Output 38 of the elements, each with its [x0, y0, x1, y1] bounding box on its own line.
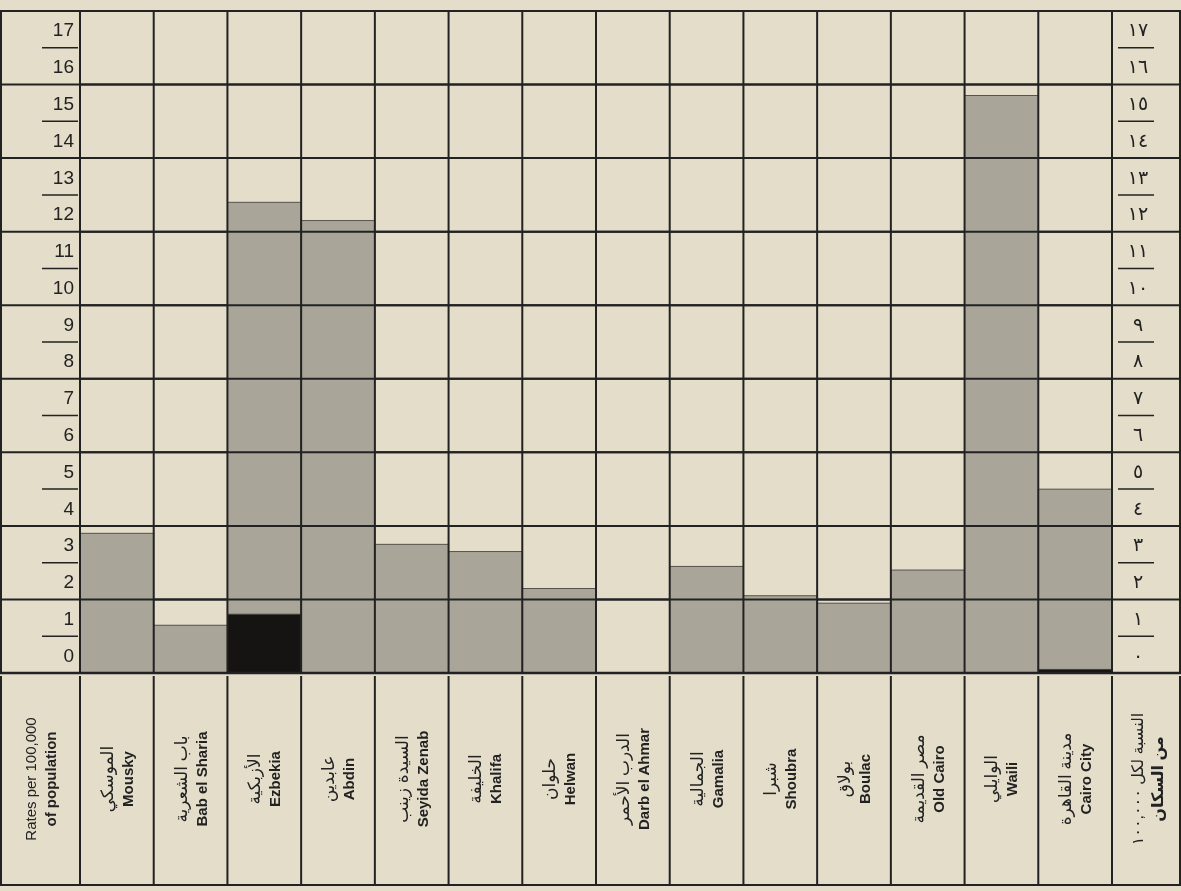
y2-tick-label: ١٢ [1127, 203, 1149, 225]
y-tick-label: 8 [63, 350, 74, 372]
y2-tick-label: ٨ [1132, 350, 1144, 372]
y2-tick-label: ٤ [1132, 497, 1144, 519]
y-tick-label: 17 [52, 19, 74, 41]
y2-tick-label: ٣ [1132, 534, 1144, 556]
y2-tick-label: ٥ [1132, 460, 1144, 482]
y-tick-label: 13 [52, 166, 74, 188]
y-tick-label: 7 [63, 387, 74, 409]
y-tick-label: 1 [63, 607, 74, 629]
y-tick-label: 12 [52, 203, 74, 225]
y-tick-label: 9 [63, 313, 74, 335]
y2-tick-label: ٠ [1132, 644, 1144, 666]
y-tick-label: 3 [63, 534, 74, 556]
y2-tick-label: ١١ [1127, 240, 1149, 262]
y-tick-label: 4 [63, 497, 75, 519]
y2-axis-title: النسبة لكل ١٠٠,٠٠٠ من السكان [1128, 712, 1167, 846]
y-tick-label: 10 [52, 276, 74, 298]
y-axis-title: Rates per 100,000 of population [22, 717, 59, 841]
y2-tick-label: ١٠ [1127, 276, 1149, 298]
y-tick-label: 5 [63, 460, 74, 482]
y2-tick-label: ١٥ [1127, 92, 1149, 114]
y-tick-label: 0 [63, 644, 74, 666]
y-tick-label: 14 [52, 129, 75, 151]
y2-tick-label: ١٧ [1127, 19, 1149, 41]
y2-tick-label: ١٦ [1127, 56, 1149, 78]
y2-tick-label: ٧ [1132, 387, 1144, 409]
y-tick-label: 2 [63, 571, 74, 593]
y2-tick-label: ١ [1132, 607, 1144, 629]
y2-tick-label: ٦ [1132, 423, 1144, 445]
y-tick-label: 15 [52, 92, 74, 114]
y-tick-label: 16 [52, 56, 74, 78]
y2-tick-label: ١٤ [1127, 129, 1149, 151]
y-tick-label: 6 [63, 423, 74, 445]
y2-tick-label: ٢ [1132, 571, 1144, 593]
y-tick-label: 11 [54, 240, 74, 262]
y2-tick-label: ١٣ [1127, 166, 1149, 188]
y2-tick-label: ٩ [1132, 313, 1144, 335]
